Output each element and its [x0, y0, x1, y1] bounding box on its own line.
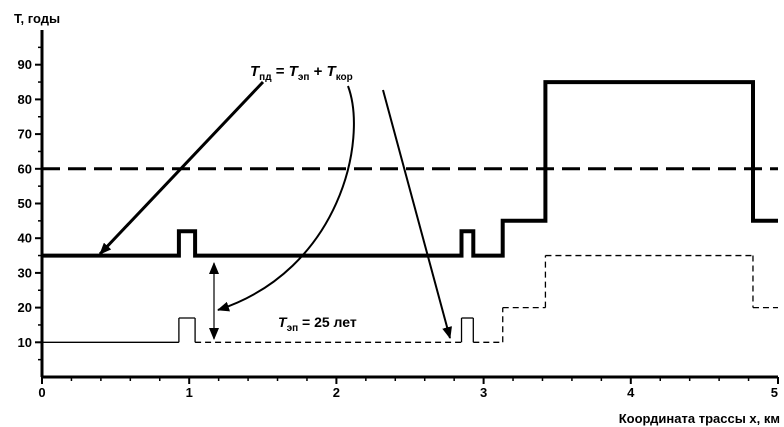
- x-tick-label: 5: [771, 385, 778, 400]
- formula-text: Tпд = Tэп + Tкор: [250, 63, 353, 83]
- upper-series-line: [42, 80, 778, 258]
- x-tick-label: 3: [480, 385, 487, 400]
- arrow-to-upper-line: [98, 80, 265, 256]
- ticks: 10 20 30 40 50 60 70 80 90 0 1 2 3 4 5: [18, 46, 779, 400]
- y-tick-label: 50: [18, 196, 32, 211]
- y-tick-label: 10: [18, 335, 32, 350]
- x-tick-label: 0: [38, 385, 45, 400]
- gap-label: Tэп = 25 лет: [278, 314, 357, 334]
- y-tick-label: 20: [18, 300, 32, 315]
- arrow-to-gap: [217, 85, 355, 312]
- formula-annotation: Tпд = Tэп + Tкор: [98, 63, 452, 339]
- y-tick-label: 90: [18, 57, 32, 72]
- x-axis-label: Координата трассы x, км: [619, 411, 780, 426]
- y-tick-label: 40: [18, 231, 32, 246]
- x-tick-label: 1: [186, 385, 193, 400]
- x-tick-label: 2: [333, 385, 340, 400]
- y-tick-label: 80: [18, 92, 32, 107]
- y-tick-label: 30: [18, 265, 32, 280]
- y-tick-label: 60: [18, 161, 32, 176]
- y-tick-label: 70: [18, 127, 32, 142]
- y-axis-label: T, годы: [14, 11, 60, 26]
- x-tick-label: 4: [627, 385, 635, 400]
- series-group: [42, 80, 778, 343]
- arrow-to-lower-line: [382, 89, 452, 339]
